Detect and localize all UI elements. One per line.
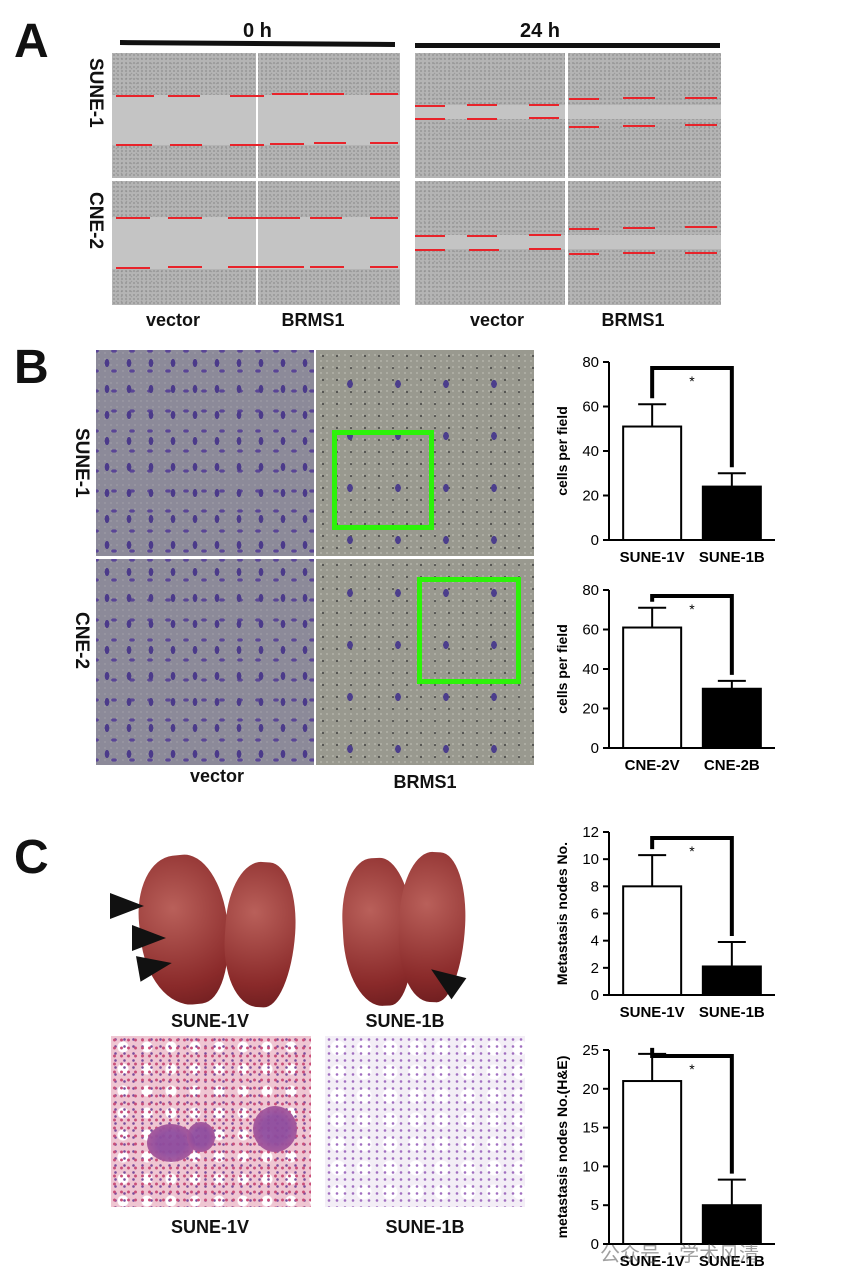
transwell-image-sune1-brms1 <box>316 350 534 556</box>
row-label-sune1-a: SUNE-1 <box>85 58 106 128</box>
significance-bracket <box>650 366 734 468</box>
scratch-image-sune1-0h <box>112 53 400 178</box>
y-tick-label: 0 <box>591 740 599 757</box>
timeline-bar-0h <box>119 40 396 47</box>
scratch-image-cne2-24h <box>415 181 721 305</box>
significance-label: * <box>689 373 695 389</box>
watermark: 公众号 · 学术风清 <box>600 1242 760 1266</box>
y-tick-label: 40 <box>582 661 599 678</box>
y-tick-label: 8 <box>591 878 599 895</box>
col-label-vector-b: vector <box>189 766 245 786</box>
arrowhead-marker <box>132 925 166 951</box>
y-tick-label: 10 <box>582 851 599 868</box>
significance-label: * <box>689 843 695 859</box>
y-tick-label: 10 <box>582 1158 599 1175</box>
y-tick-label: 15 <box>582 1120 599 1137</box>
lung-label-sune1b: SUNE-1B <box>365 1011 445 1031</box>
significance-bracket <box>650 836 734 937</box>
transwell-image-cne2-vector <box>96 559 314 765</box>
bar-chart-b-sune1: 0 20 40 60 80 cells per field SUNE-1V SUNE-1B * <box>554 354 775 566</box>
lung-label-sune1v: SUNE-1V <box>170 1011 250 1031</box>
col-label-brms1-24h: BRMS1 <box>601 310 665 330</box>
y-axis-label: metastasis nodes No.(H&E) <box>554 1056 570 1239</box>
y-tick-label: 2 <box>591 960 599 977</box>
row-label-cne2-b: CNE-2 <box>71 612 92 670</box>
histo-label-sune1v: SUNE-1V <box>170 1217 250 1237</box>
time-label-24h: 24 h <box>520 20 561 42</box>
transwell-image-sune1-vector <box>96 350 314 556</box>
y-tick-label: 12 <box>582 824 599 841</box>
x-tick-label: CNE-2V <box>625 757 680 774</box>
significance-bracket <box>650 594 734 675</box>
arrowhead-marker <box>110 893 144 919</box>
bar-chart-c-he: 0 5 10 15 20 25 metastasis nodes No.(H&E) SUNE-… <box>554 1042 775 1270</box>
time-label-0h: 0 h <box>243 20 272 42</box>
significance-label: * <box>689 1061 695 1077</box>
row-label-sune1-b: SUNE-1 <box>71 428 92 498</box>
bar <box>701 485 762 542</box>
panel-letter-c: C <box>14 831 49 884</box>
y-tick-label: 0 <box>591 532 599 549</box>
x-tick-label: SUNE-1V <box>620 1004 685 1021</box>
bar <box>622 425 683 541</box>
highlight-box <box>417 577 521 684</box>
y-axis-label: Metastasis nodes No. <box>554 842 570 985</box>
y-tick-label: 4 <box>591 933 599 950</box>
bar <box>622 885 683 996</box>
x-tick-label: CNE-2B <box>704 757 760 774</box>
transwell-image-cne2-brms1 <box>316 559 534 765</box>
histo-label-sune1b: SUNE-1B <box>385 1217 465 1237</box>
row-label-cne2-a: CNE-2 <box>85 192 106 250</box>
bar <box>701 965 762 997</box>
y-tick-label: 60 <box>582 399 599 416</box>
y-tick-label: 5 <box>591 1197 599 1214</box>
y-tick-label: 0 <box>591 1236 599 1253</box>
significance-bracket <box>650 1047 734 1174</box>
panel-letter-b: B <box>14 341 49 394</box>
y-tick-label: 60 <box>582 622 599 639</box>
x-tick-label: SUNE-1B <box>699 1004 765 1021</box>
x-tick-label: SUNE-1V <box>620 1253 685 1270</box>
col-label-vector-24h: vector <box>469 310 525 330</box>
bar-chart-c-metastasis: 0 2 4 6 8 10 12 Metastasis nodes No. SUNE-1V SUNE… <box>554 824 775 1021</box>
y-tick-label: 80 <box>582 354 599 371</box>
x-tick-label: SUNE-1B <box>699 549 765 566</box>
y-tick-label: 20 <box>582 701 599 718</box>
he-image-sune1b <box>325 1036 525 1207</box>
bar <box>701 1204 762 1245</box>
bar <box>701 687 762 749</box>
bar <box>622 626 683 749</box>
bar-chart-b-cne2: 0 20 40 60 80 cells per field CNE-2V CNE-2B * <box>554 582 775 774</box>
scratch-image-sune1-24h <box>415 53 721 178</box>
he-image-sune1v <box>111 1036 311 1207</box>
y-tick-label: 80 <box>582 582 599 599</box>
timeline-bar-24h <box>415 43 720 48</box>
x-tick-label: SUNE-1B <box>699 1253 765 1270</box>
y-tick-label: 20 <box>582 1081 599 1098</box>
y-axis-label: cells per field <box>554 624 570 713</box>
col-label-brms1-0h: BRMS1 <box>281 310 345 330</box>
y-tick-label: 25 <box>582 1042 599 1059</box>
scratch-image-cne2-0h <box>112 181 400 305</box>
y-tick-label: 40 <box>582 443 599 460</box>
y-axis-label: cells per field <box>554 406 570 495</box>
col-label-brms1-b: BRMS1 <box>393 772 457 792</box>
y-tick-label: 0 <box>591 987 599 1004</box>
significance-label: * <box>689 601 695 617</box>
col-label-vector-0h: vector <box>145 310 201 330</box>
bar <box>622 1080 683 1246</box>
x-tick-label: SUNE-1V <box>620 549 685 566</box>
y-tick-label: 20 <box>582 488 599 505</box>
panel-letter-a: A <box>14 15 49 68</box>
highlight-box <box>332 430 434 530</box>
y-tick-label: 6 <box>591 906 599 923</box>
